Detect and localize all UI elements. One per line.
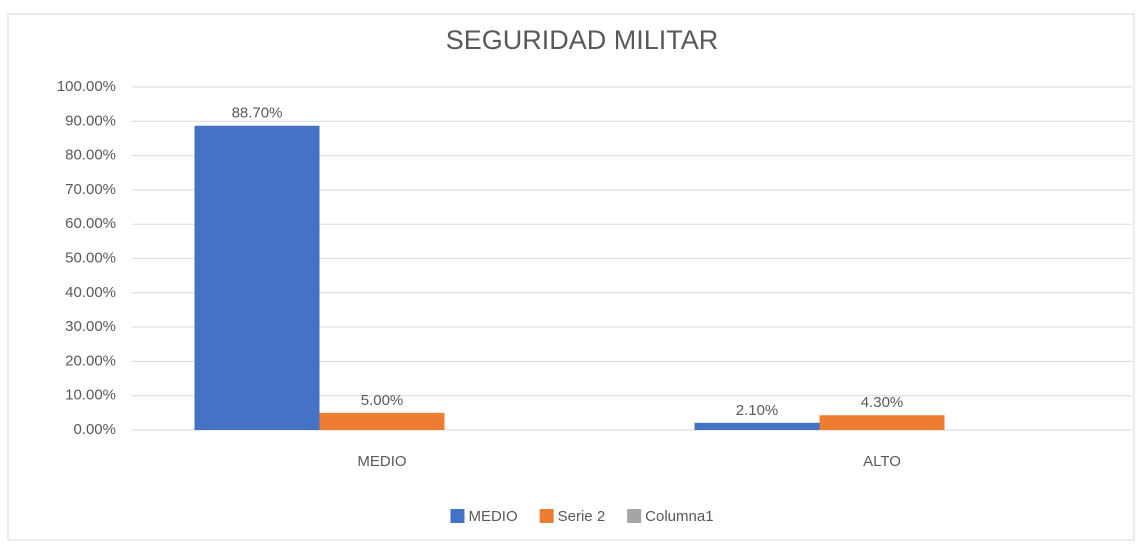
x-tick-label: ALTO [863, 453, 901, 470]
chart-title: SEGURIDAD MILITAR [446, 25, 719, 55]
x-tick-label: MEDIO [357, 453, 406, 470]
chart-frame [7, 13, 1135, 541]
bar [194, 125, 320, 430]
y-tick-label: 70.00% [65, 181, 116, 198]
y-tick-label: 10.00% [65, 387, 116, 404]
legend: MEDIO Serie 2 Columna1 [450, 508, 714, 525]
y-tick-label: 30.00% [65, 318, 116, 335]
y-tick-label: 90.00% [65, 112, 116, 129]
y-tick-label: 60.00% [65, 215, 116, 232]
y-tick-label: 40.00% [65, 284, 116, 301]
legend-label: Columna1 [645, 508, 713, 525]
y-tick-label: 0.00% [73, 421, 116, 438]
bar [319, 412, 445, 430]
legend-swatch [627, 509, 642, 523]
y-tick-label: 20.00% [65, 352, 116, 369]
y-tick-label: 80.00% [65, 147, 116, 164]
bar [694, 422, 820, 430]
data-label: 4.30% [861, 394, 904, 411]
legend-label: Serie 2 [558, 508, 606, 525]
data-label: 5.00% [361, 392, 404, 409]
legend-swatch [539, 509, 554, 523]
legend-label: MEDIO [468, 508, 517, 525]
data-label: 2.10% [736, 402, 779, 419]
bar [819, 415, 945, 430]
y-tick-label: 100.00% [57, 78, 116, 95]
legend-swatch [450, 509, 465, 523]
data-label: 88.70% [232, 105, 283, 122]
y-tick-label: 50.00% [65, 249, 116, 266]
